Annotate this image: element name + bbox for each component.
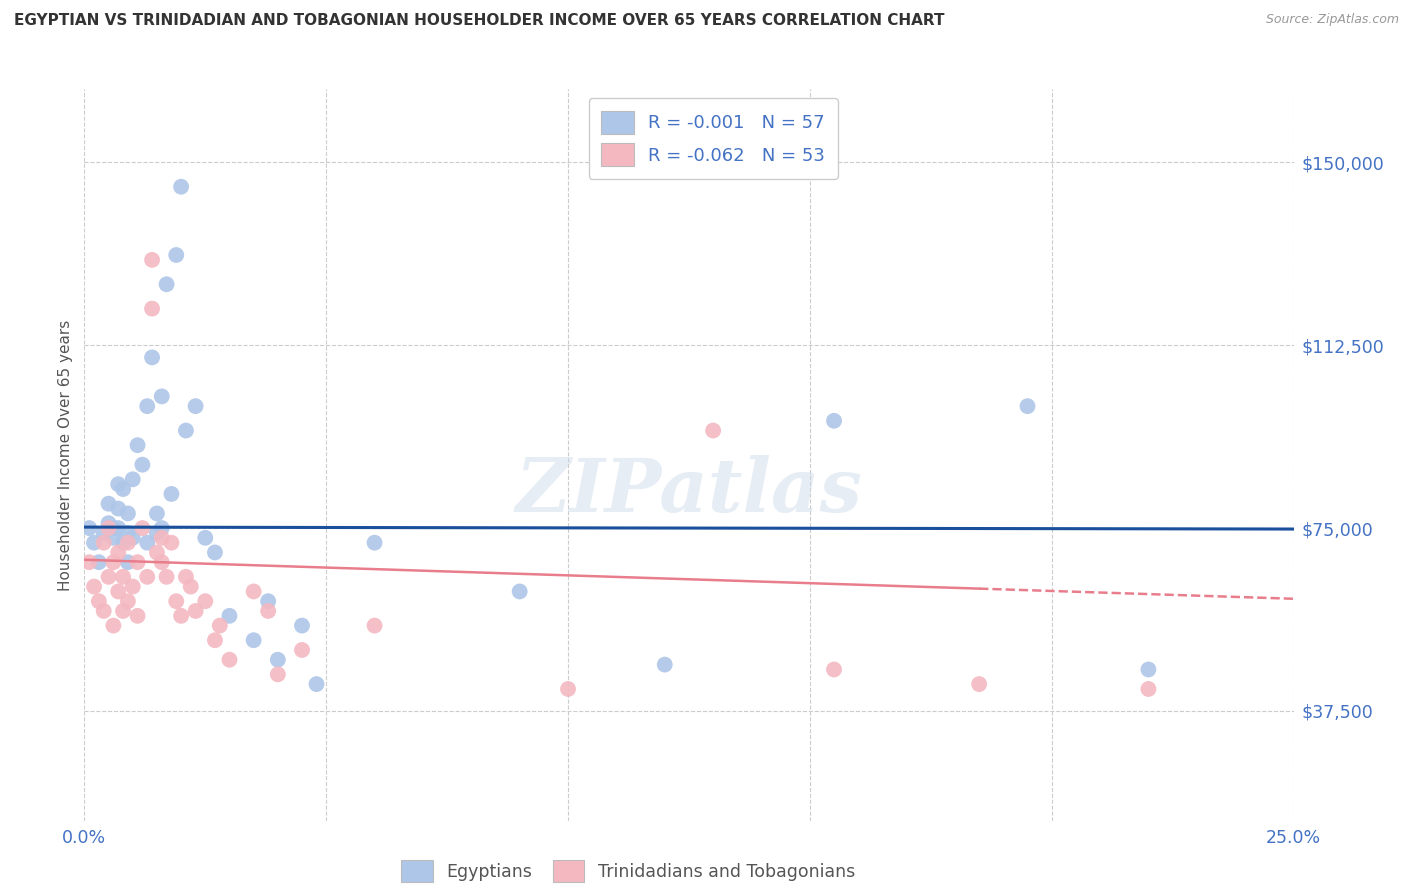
Point (218, 653, 240, 667)
Point (170, 608, 193, 623)
Point (103, 521, 125, 535)
Point (155, 570, 177, 584)
Point (117, 594, 139, 608)
Point (97, 497, 120, 511)
Point (117, 525, 139, 540)
Point (194, 531, 217, 545)
Point (127, 608, 149, 623)
Point (1137, 663, 1160, 677)
Point (155, 277, 177, 292)
Point (141, 301, 163, 316)
Point (165, 594, 187, 608)
Point (208, 618, 231, 632)
Point (305, 677, 328, 691)
Point (112, 604, 135, 618)
Point (291, 618, 314, 632)
Point (363, 618, 385, 632)
Point (87, 594, 110, 608)
Legend: Egyptians, Trinidadians and Tobagonians: Egyptians, Trinidadians and Tobagonians (391, 849, 866, 892)
Point (823, 663, 845, 677)
Point (291, 643, 314, 657)
Point (184, 604, 207, 618)
Point (257, 594, 280, 608)
Point (93, 525, 115, 540)
Point (170, 179, 193, 194)
Point (180, 580, 202, 594)
Point (141, 351, 163, 365)
Point (257, 604, 280, 618)
Point (218, 608, 240, 623)
Point (103, 531, 125, 545)
Point (107, 521, 129, 535)
Point (267, 667, 290, 681)
Point (184, 399, 207, 413)
Point (160, 535, 183, 549)
Point (97, 516, 120, 531)
Point (146, 507, 169, 521)
Point (107, 477, 129, 491)
Point (112, 570, 135, 584)
Point (204, 545, 226, 559)
Point (160, 487, 183, 501)
Point (654, 657, 676, 672)
Text: ZIPatlas: ZIPatlas (516, 455, 862, 528)
Point (146, 545, 169, 559)
Point (131, 521, 153, 535)
Text: EGYPTIAN VS TRINIDADIAN AND TOBAGONIAN HOUSEHOLDER INCOME OVER 65 YEARS CORRELAT: EGYPTIAN VS TRINIDADIAN AND TOBAGONIAN H… (14, 13, 945, 29)
Point (83, 535, 105, 549)
Point (103, 555, 125, 569)
Point (117, 507, 139, 521)
Point (77, 521, 100, 535)
Point (174, 424, 197, 438)
Point (127, 555, 149, 569)
Point (87, 555, 110, 569)
Point (967, 677, 990, 691)
Point (363, 535, 385, 549)
Point (131, 458, 153, 472)
Point (141, 252, 163, 267)
Point (121, 531, 143, 545)
Point (150, 555, 173, 569)
Point (112, 535, 135, 549)
Point (93, 604, 115, 618)
Point (557, 681, 579, 696)
Text: Source: ZipAtlas.com: Source: ZipAtlas.com (1265, 13, 1399, 27)
Point (242, 584, 264, 599)
Point (121, 580, 143, 594)
Point (136, 399, 159, 413)
Point (127, 438, 149, 452)
Point (136, 535, 159, 549)
Point (121, 472, 143, 486)
Point (117, 555, 139, 569)
Point (93, 535, 115, 549)
Point (112, 482, 135, 496)
Point (136, 570, 159, 584)
Point (204, 633, 226, 648)
Point (107, 584, 129, 599)
Point (174, 570, 197, 584)
Y-axis label: Householder Income Over 65 years: Householder Income Over 65 years (58, 319, 73, 591)
Point (146, 525, 169, 540)
Point (165, 248, 187, 262)
Point (107, 501, 129, 516)
Point (509, 584, 531, 599)
Point (1017, 399, 1039, 413)
Point (150, 521, 173, 535)
Point (77, 555, 100, 569)
Point (107, 545, 129, 559)
Point (103, 618, 125, 632)
Point (83, 580, 105, 594)
Point (117, 535, 139, 549)
Point (150, 531, 173, 545)
Point (702, 424, 724, 438)
Point (194, 594, 217, 608)
Point (242, 633, 264, 648)
Point (150, 389, 173, 403)
Point (1137, 681, 1160, 696)
Point (267, 653, 290, 667)
Point (97, 521, 120, 535)
Point (97, 570, 120, 584)
Point (823, 414, 845, 428)
